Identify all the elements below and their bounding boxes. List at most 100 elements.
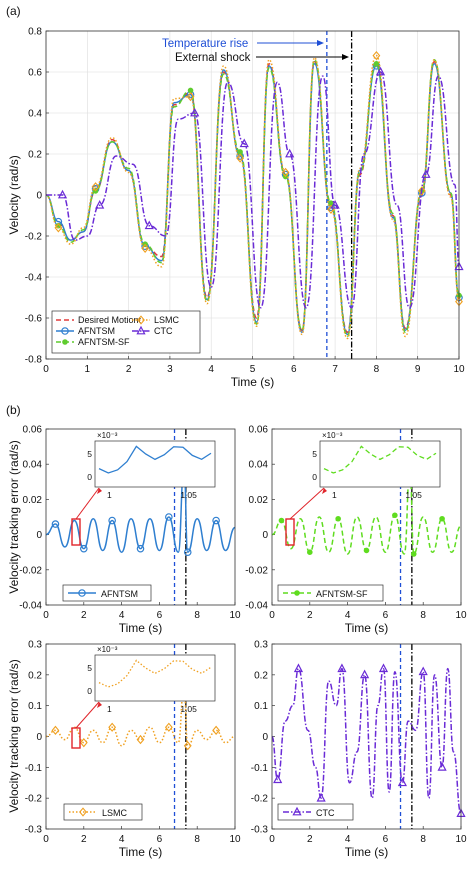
arrow-head-icon — [342, 54, 349, 60]
series-marker — [164, 722, 173, 732]
series-marker — [363, 547, 370, 554]
zoom-connector — [289, 487, 325, 520]
y-tick-label: 0.2 — [28, 670, 42, 681]
y-tick-label: 0.02 — [23, 495, 43, 506]
series-marker — [337, 663, 347, 673]
inset-y-tick: 0 — [87, 472, 92, 482]
inset-exponent: ×10⁻³ — [97, 431, 118, 440]
inset-y-tick: 0 — [312, 472, 317, 482]
inset-x-tick: 1.05 — [180, 490, 197, 500]
y-axis-label: Velocity tracking error (rad/s) — [7, 440, 21, 593]
arrow-head-icon — [317, 40, 324, 46]
y-tick-label: 0 — [36, 530, 42, 541]
y-tick-label: 0 — [36, 191, 42, 202]
y-tick-label: 0.04 — [23, 460, 43, 471]
x-tick-label: 10 — [455, 610, 467, 621]
x-tick-label: 0 — [43, 364, 49, 375]
y-tick-label: -0.2 — [251, 794, 269, 805]
series-marker — [392, 512, 398, 519]
inset-x-tick: 1 — [107, 490, 112, 500]
series-marker — [212, 516, 220, 525]
x-tick-label: 8 — [194, 834, 200, 845]
series-line-lsmc — [45, 54, 460, 340]
y-tick-label: -0.2 — [25, 794, 43, 805]
series-marker — [51, 520, 60, 528]
inset-x-tick: 1.05 — [180, 704, 197, 714]
legend-label: Desired Motiont — [78, 315, 142, 325]
series-marker — [307, 549, 313, 555]
y-tick-label: -0.02 — [19, 565, 42, 576]
x-tick-label: 10 — [229, 834, 241, 845]
x-tick-label: 1 — [85, 364, 91, 375]
legend-label: CTC — [154, 326, 173, 336]
y-tick-label: 0.3 — [28, 640, 42, 651]
x-tick-label: 6 — [383, 610, 389, 621]
x-tick-label: 3 — [167, 364, 173, 375]
chart-a: 0 1 2 3 4 5 6 7 8 9 10 -0.8 -0.6 -0.4 -0.2 0 0.2 0.4 0.6 0.… — [6, 4, 465, 389]
series-marker — [372, 50, 381, 61]
inset-y-tick: 0 — [87, 686, 92, 696]
legend-marker — [79, 807, 87, 817]
inset-y-tick: 5 — [87, 449, 92, 459]
annotation-external-shock: External shock — [175, 52, 251, 64]
legend-marker — [136, 325, 146, 335]
legend-marker — [294, 590, 300, 596]
inset-frame — [94, 654, 216, 702]
series-marker — [316, 792, 326, 802]
legend-marker — [137, 315, 145, 325]
series-marker — [439, 515, 445, 522]
x-tick-label: 10 — [453, 364, 465, 375]
series-marker — [108, 722, 117, 732]
series-marker — [378, 663, 389, 673]
x-tick-label: 8 — [374, 364, 380, 375]
x-tick-label: 0 — [43, 834, 49, 845]
legend-label: LSMC — [102, 808, 128, 818]
y-tick-label: -0.3 — [25, 825, 43, 836]
x-tick-label: 6 — [157, 834, 163, 845]
x-tick-label: 2 — [307, 610, 313, 621]
y-tick-label: -0.1 — [25, 763, 43, 774]
x-axis-label: Time (s) — [345, 845, 389, 859]
series-marker — [278, 517, 285, 524]
series-marker — [57, 189, 68, 199]
x-tick-label: 6 — [383, 834, 389, 845]
y-axis-label: Velocity (rad/s) — [7, 155, 21, 234]
y-tick-label: 0.4 — [28, 109, 42, 120]
inset-frame — [319, 440, 441, 488]
x-tick-label: 6 — [291, 364, 297, 375]
inset-series-line — [323, 445, 437, 474]
zoom-connector — [75, 487, 100, 520]
x-tick-label: 10 — [229, 610, 241, 621]
series-marker — [418, 666, 428, 676]
legend-marker — [61, 327, 69, 335]
inset-exponent: ×10⁻³ — [97, 645, 118, 654]
series-marker — [136, 544, 145, 553]
series-marker — [236, 153, 245, 163]
x-tick-label: 9 — [415, 364, 421, 375]
series-line-ctc — [271, 667, 462, 815]
series-marker — [212, 725, 221, 735]
series-marker — [79, 738, 88, 748]
y-tick-label: 0.04 — [249, 460, 269, 471]
x-tick-label: 8 — [420, 834, 426, 845]
panel-label: (a) — [6, 4, 21, 18]
arrow-head-icon — [97, 488, 102, 494]
zoom-connector — [75, 701, 100, 729]
series-marker — [187, 87, 194, 94]
y-tick-label: -0.02 — [245, 565, 268, 576]
x-tick-label: 2 — [307, 834, 313, 845]
y-tick-label: 0 — [262, 530, 268, 541]
y-tick-label: -0.8 — [25, 355, 43, 366]
series-marker — [437, 762, 447, 771]
y-tick-label: 0.06 — [249, 425, 269, 436]
legend-label: AFNTSM — [101, 589, 138, 599]
y-axis-label: Velocity tracking error (rad/s) — [7, 659, 21, 812]
inset-zoom: ×10⁻³ 5 0 1 1.05 — [87, 645, 216, 714]
x-tick-label: 2 — [81, 834, 87, 845]
y-tick-label: -0.04 — [245, 601, 268, 612]
series-marker — [141, 243, 150, 253]
legend-label: AFNTSM — [78, 326, 115, 336]
